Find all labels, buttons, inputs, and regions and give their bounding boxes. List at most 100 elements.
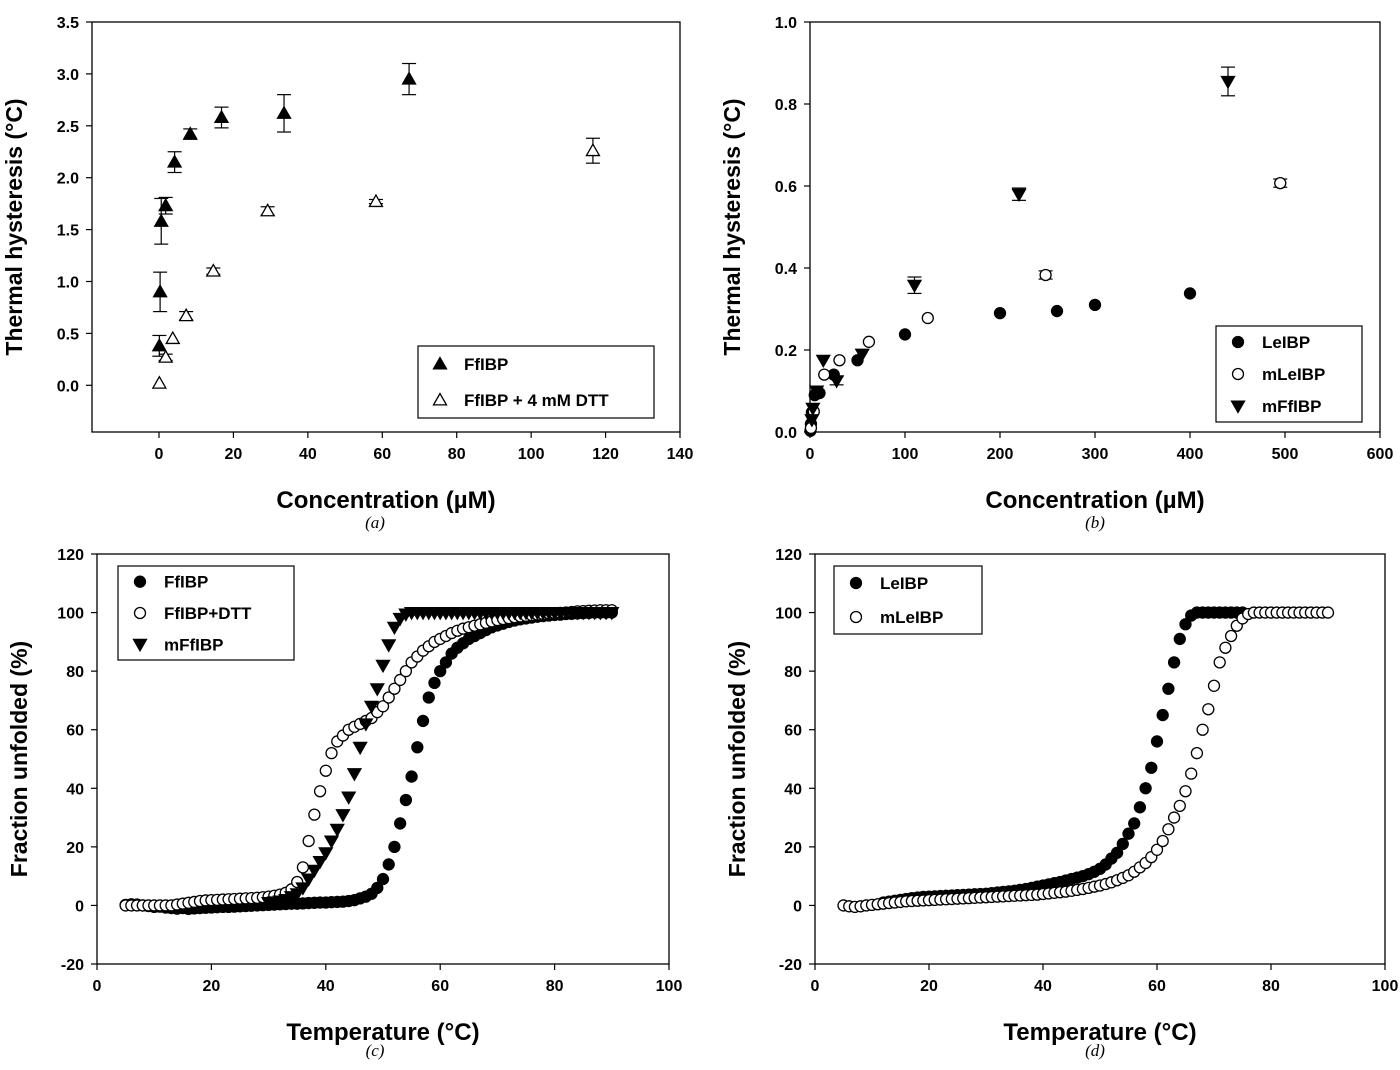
- legend-label: FfIBP + 4 mM DTT: [464, 391, 609, 410]
- y-tick-label: 40: [66, 781, 84, 798]
- y-tick-label: 120: [775, 547, 802, 564]
- data-point: [804, 414, 820, 428]
- data-point: [158, 349, 174, 363]
- data-point: [1274, 176, 1287, 190]
- data-point: [405, 770, 418, 783]
- panel-label: (d): [1085, 1041, 1105, 1060]
- data-point: [388, 682, 401, 695]
- data-point: [854, 348, 870, 362]
- legend: LeIBP mLeIBP mFfIBP: [1215, 325, 1363, 423]
- legend: LeIBP mLeIBP: [833, 565, 983, 635]
- legend-marker: [1230, 400, 1246, 414]
- data-point: [205, 263, 221, 277]
- legend-label: mFfIBP: [1262, 397, 1322, 416]
- data-point: [151, 375, 167, 389]
- legend-marker: [849, 610, 863, 624]
- data-point: [809, 385, 825, 399]
- x-tick-label: 100: [892, 446, 919, 463]
- data-point: [382, 691, 395, 704]
- data-point: [1145, 761, 1158, 774]
- series-FfIBP: [151, 62, 417, 357]
- data-point: [828, 375, 845, 389]
- legend: FfIBP FfIBP+DTT mFfIBP: [117, 565, 295, 661]
- data-point: [1139, 782, 1152, 795]
- y-tick-label: 120: [57, 547, 84, 564]
- y-tick-label: 1.5: [57, 223, 79, 240]
- x-tick-label: 300: [1082, 446, 1109, 463]
- data-point: [1224, 629, 1238, 643]
- x-tick-label: 20: [225, 446, 243, 463]
- series-mLeIBP: [837, 606, 1335, 914]
- data-point: [1122, 827, 1135, 840]
- data-point: [382, 858, 395, 871]
- y-axis-title: Fraction unfolded (%): [724, 641, 750, 877]
- data-point: [363, 700, 380, 715]
- data-point: [1150, 735, 1164, 748]
- y-tick-label: 2.5: [57, 119, 79, 136]
- data-point: [295, 882, 311, 896]
- data-point: [182, 126, 198, 140]
- data-point: [434, 664, 447, 678]
- x-tick-label: 0: [811, 978, 820, 995]
- x-axis-title: Temperature (°C): [1003, 1019, 1196, 1046]
- y-tick-label: 0.0: [775, 425, 797, 442]
- data-point: [993, 306, 1007, 320]
- data-point: [352, 741, 368, 756]
- data-point: [301, 873, 317, 887]
- data-point: [1213, 656, 1226, 669]
- data-point: [166, 154, 183, 168]
- data-point: [329, 823, 345, 838]
- plot-frame: [96, 553, 670, 965]
- data-point: [1179, 618, 1192, 631]
- series-FfIBP + 4 mM DTT: [151, 137, 601, 389]
- data-point: [1183, 287, 1197, 300]
- data-point: [1050, 304, 1064, 318]
- data-point: [213, 109, 230, 124]
- legend-marker: [133, 575, 147, 588]
- legend-label: FfIBP: [164, 573, 208, 592]
- data-point: [585, 142, 601, 157]
- data-point: [1150, 843, 1164, 856]
- x-tick-label: 120: [592, 446, 619, 463]
- y-tick-label: 0.2: [775, 343, 797, 360]
- x-tick-label: 100: [1372, 978, 1399, 995]
- data-point: [394, 817, 407, 830]
- data-point: [411, 741, 424, 754]
- y-tick-label: 20: [66, 840, 84, 857]
- y-tick-label: 2.0: [57, 171, 79, 188]
- data-point: [1039, 268, 1052, 282]
- chart-panel-2: 0 20 40 60 80 100 -20 0 20 40 60 80 100 120 Temperatur…: [6, 547, 682, 1060]
- data-point: [1190, 746, 1204, 760]
- data-point: [152, 284, 168, 298]
- legend-label: FfIBP+DTT: [164, 604, 252, 623]
- data-point: [165, 330, 181, 345]
- data-point: [335, 809, 351, 823]
- plot-frame: [814, 553, 1386, 965]
- data-point: [1220, 75, 1236, 90]
- data-point: [371, 881, 384, 895]
- data-point: [1179, 785, 1192, 798]
- data-point: [325, 746, 338, 760]
- y-tick-label: 0.0: [57, 378, 79, 395]
- data-point: [1116, 837, 1129, 851]
- data-point: [921, 311, 934, 325]
- x-tick-label: 100: [656, 978, 683, 995]
- data-point: [276, 105, 292, 119]
- data-point: [158, 197, 174, 212]
- x-tick-label: 600: [1367, 446, 1394, 463]
- data-point: [1202, 703, 1215, 716]
- y-tick-label: 20: [784, 840, 802, 857]
- data-point: [1321, 606, 1335, 619]
- data-point: [1156, 834, 1169, 848]
- data-point: [341, 791, 357, 805]
- chart-panel-0: 0 20 40 60 80 100 120 140 0.0 0.5 1.0 1.5 2.0 2.5 3.0 3…: [1, 15, 693, 532]
- series-mLeIBP: [804, 176, 1288, 435]
- legend-marker: [1231, 367, 1245, 381]
- data-point: [368, 193, 384, 208]
- series-LeIBP: [877, 606, 1249, 909]
- y-tick-label: 100: [57, 606, 84, 623]
- data-point: [416, 714, 430, 728]
- data-point: [818, 368, 831, 381]
- data-point: [1162, 682, 1175, 695]
- y-tick-label: 0.6: [775, 179, 797, 196]
